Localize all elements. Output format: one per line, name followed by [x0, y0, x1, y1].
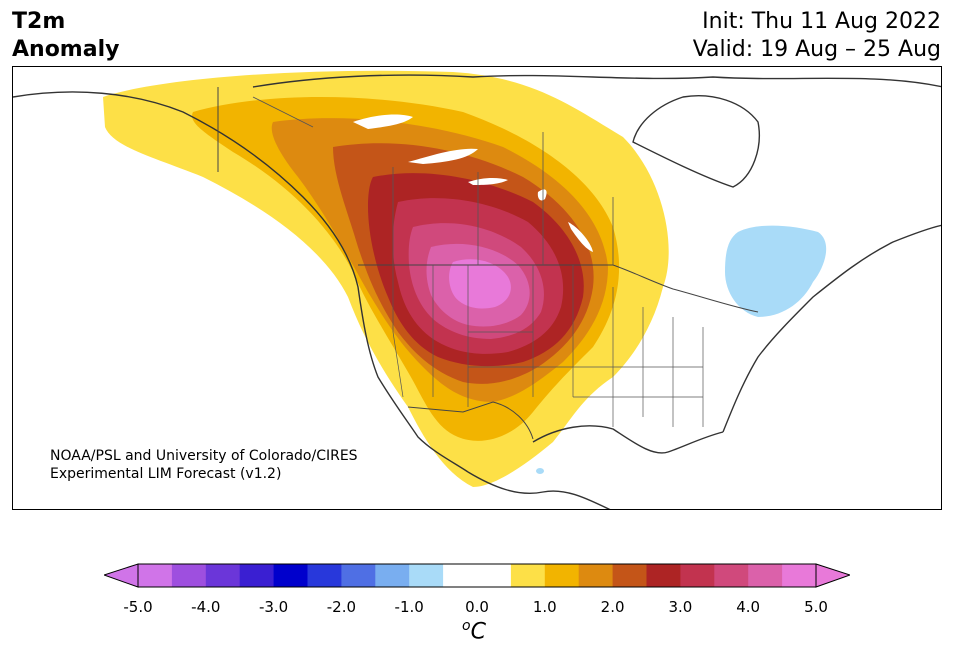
colorbar-outline — [137, 563, 817, 588]
lake-great-slave — [408, 148, 478, 164]
map-title: T2m Anomaly — [12, 8, 119, 64]
colorbar-cell — [680, 564, 715, 587]
title-line-2: Anomaly — [12, 37, 120, 62]
colorbar-cell — [510, 564, 546, 587]
anomaly-contour-9 — [449, 259, 511, 309]
colorbar-cell — [409, 564, 444, 587]
colorbar-cell — [273, 564, 308, 587]
colorbar-cell — [171, 564, 207, 587]
colorbar-cell — [307, 564, 342, 587]
colorbar — [104, 563, 850, 588]
unit-prefix: o — [462, 618, 471, 634]
colorbar-tick-label: -2.0 — [326, 598, 357, 616]
colorbar-cell — [544, 564, 580, 587]
hudson-bay-coastline — [632, 95, 760, 188]
colorbar-cell — [341, 564, 376, 587]
lake-reindeer — [537, 189, 547, 201]
arctic-coastline — [252, 74, 941, 88]
state-borders — [392, 265, 704, 427]
colorbar-cell — [239, 564, 275, 587]
colorbar-cell — [782, 564, 817, 587]
map-canvas — [13, 70, 941, 509]
colorbar-cells — [138, 564, 817, 587]
colorbar-tick-label: 1.0 — [532, 598, 557, 616]
colorbar-tick-label: 3.0 — [668, 598, 693, 616]
colorbar-tick-label: -5.0 — [123, 598, 153, 616]
colorbar-cell — [138, 564, 173, 587]
init-date: Init: Thu 11 Aug 2022 — [702, 9, 941, 34]
colorbar-cell — [714, 564, 749, 587]
colorbar-tick-label: -1.0 — [394, 598, 424, 616]
colorbar-tick-label: 0.0 — [465, 598, 489, 616]
us-mexico-border — [407, 401, 534, 440]
province-borders — [252, 96, 614, 265]
colorbar-tick-label: 4.0 — [736, 598, 761, 616]
atlantic-coastline — [722, 224, 941, 433]
colorbar-tick-label: -4.0 — [191, 598, 221, 616]
title-line-1: T2m — [12, 9, 66, 34]
colorbar-cell — [612, 564, 647, 587]
colorbar-cell — [748, 564, 783, 587]
unit-label: oC — [462, 618, 486, 644]
credit-line-2: Experimental LIM Forecast (v1.2) — [50, 466, 282, 482]
lake-great-bear — [353, 114, 413, 129]
colorbar-under-arrow — [104, 563, 139, 588]
credit-line-1: NOAA/PSL and University of Colorado/CIRE… — [50, 448, 358, 464]
anomaly-map: NOAA/PSL and University of Colorado/CIRE… — [12, 66, 942, 510]
colorbar-cell — [205, 564, 241, 587]
colorbar-cell — [443, 564, 478, 587]
colorbar-cell — [578, 564, 614, 587]
colorbar-over-arrow — [815, 563, 850, 588]
colorbar-tick-label: 2.0 — [600, 598, 625, 616]
gulf-coastline — [532, 425, 724, 454]
colorbar-cell — [477, 564, 512, 587]
date-info: Init: Thu 11 Aug 2022 Valid: 19 Aug – 25… — [693, 8, 941, 64]
colorbar-cell — [646, 564, 681, 587]
unit-text: C — [470, 619, 486, 645]
cool-anomaly-spot — [536, 468, 544, 474]
colorbar-tick-label: -3.0 — [258, 598, 289, 616]
lake-winnipeg — [568, 222, 593, 252]
mexico-coastline — [467, 471, 611, 509]
cool-anomaly-region — [725, 225, 827, 317]
us-canada-border — [358, 264, 759, 313]
colorbar-tick-label: 5.0 — [804, 598, 828, 616]
colorbar-cell — [375, 564, 410, 587]
pacific-coastline — [13, 91, 469, 473]
valid-range: Valid: 19 Aug – 25 Aug — [692, 37, 941, 62]
attribution: NOAA/PSL and University of Colorado/CIRE… — [50, 447, 358, 483]
